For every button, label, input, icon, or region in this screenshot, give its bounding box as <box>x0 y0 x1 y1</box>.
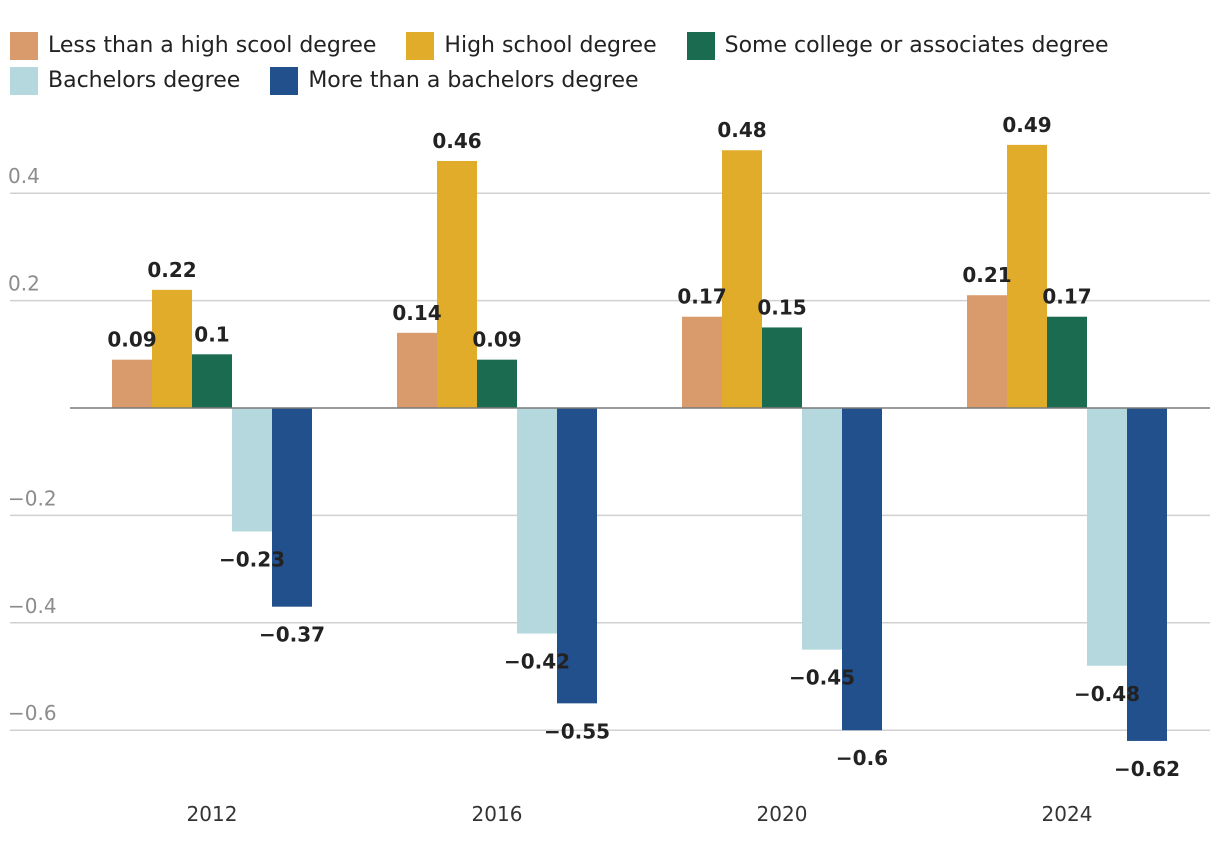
legend-swatch <box>406 31 435 60</box>
legend-item-less-than-high-school[interactable]: Less than a high scool degree <box>10 31 377 60</box>
bar[interactable] <box>477 359 517 408</box>
bar[interactable] <box>437 160 477 408</box>
y-tick-label: −0.2 <box>8 486 57 510</box>
data-label: −0.37 <box>259 623 325 647</box>
legend-item-high-school[interactable]: High school degree <box>406 31 657 60</box>
data-label: −0.55 <box>544 719 610 743</box>
data-label: 0.15 <box>757 295 806 319</box>
x-tick-label: 2016 <box>472 802 523 826</box>
x-tick-label: 2012 <box>187 802 238 826</box>
bar[interactable] <box>517 408 557 634</box>
data-label: 0.14 <box>392 301 441 325</box>
bar[interactable] <box>722 150 762 409</box>
bar[interactable] <box>967 295 1007 408</box>
data-label: 0.49 <box>1002 113 1051 137</box>
bar[interactable] <box>842 408 882 731</box>
bar[interactable] <box>1127 408 1167 741</box>
data-label: 0.46 <box>432 129 481 153</box>
legend-label: More than a bachelors degree <box>308 68 639 93</box>
legend-label: Bachelors degree <box>48 68 241 93</box>
data-label: −0.42 <box>504 650 570 674</box>
legend-item-some-college[interactable]: Some college or associates degree <box>686 31 1109 60</box>
legend-item-bachelors[interactable]: Bachelors degree <box>10 66 241 95</box>
bar[interactable] <box>682 316 722 408</box>
bar[interactable] <box>762 327 802 408</box>
bar[interactable] <box>192 354 232 408</box>
bar[interactable] <box>1007 144 1047 408</box>
data-label: −0.45 <box>789 666 855 690</box>
bar[interactable] <box>802 408 842 650</box>
legend-row-2: Bachelors degree More than a bachelors d… <box>10 63 1210 98</box>
bar[interactable] <box>397 332 437 408</box>
legend-swatch <box>10 66 38 95</box>
bar[interactable] <box>1087 408 1127 666</box>
legend: Less than a high scool degree High schoo… <box>10 28 1210 98</box>
x-tick-label: 2020 <box>757 802 808 826</box>
legend-swatch <box>270 66 299 95</box>
data-label: −0.23 <box>219 548 285 572</box>
legend-label: Less than a high scool degree <box>48 33 377 58</box>
data-label: −0.62 <box>1114 757 1180 781</box>
y-tick-label: −0.4 <box>8 594 57 618</box>
bar[interactable] <box>232 408 272 532</box>
legend-row-1: Less than a high scool degree High schoo… <box>10 28 1210 63</box>
legend-swatch <box>10 31 38 60</box>
legend-swatch <box>686 31 715 60</box>
data-label: 0.09 <box>107 328 156 352</box>
y-tick-label: −0.6 <box>8 701 57 725</box>
bar[interactable] <box>557 408 597 704</box>
data-label: −0.6 <box>836 746 888 770</box>
data-label: 0.1 <box>194 322 229 346</box>
y-tick-label: 0.4 <box>8 164 40 188</box>
data-label: 0.09 <box>472 328 521 352</box>
data-label: 0.17 <box>1042 285 1091 309</box>
bar[interactable] <box>152 289 192 408</box>
x-tick-label: 2024 <box>1042 802 1093 826</box>
bar[interactable] <box>112 359 152 408</box>
data-label: 0.21 <box>962 263 1011 287</box>
legend-label: Some college or associates degree <box>724 33 1109 58</box>
data-label: 0.17 <box>677 285 726 309</box>
legend-label: High school degree <box>444 33 657 58</box>
data-label: 0.22 <box>147 258 196 282</box>
data-label: 0.48 <box>717 118 766 142</box>
y-tick-label: 0.2 <box>8 272 40 296</box>
legend-item-more-than-bachelors[interactable]: More than a bachelors degree <box>270 66 639 95</box>
bar[interactable] <box>1047 316 1087 408</box>
data-label: −0.48 <box>1074 682 1140 706</box>
bar[interactable] <box>272 408 312 607</box>
